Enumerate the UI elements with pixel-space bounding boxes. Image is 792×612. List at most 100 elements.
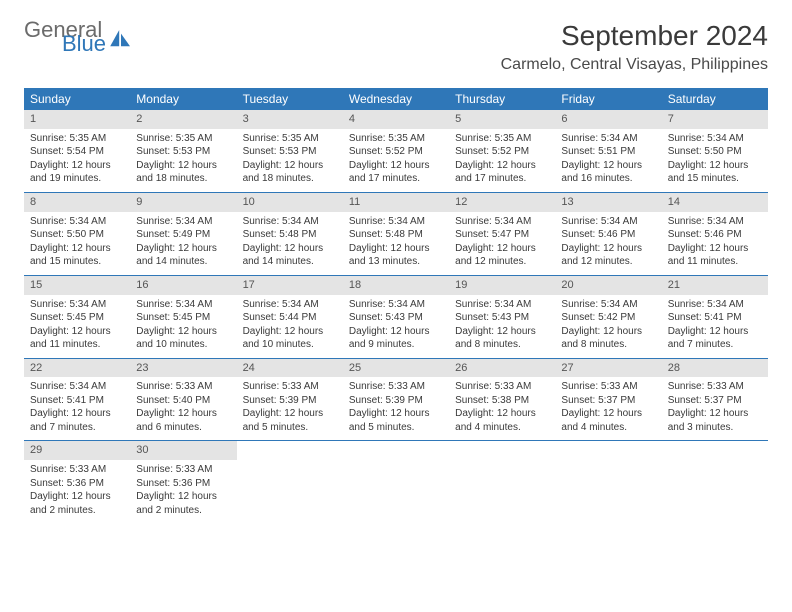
daylight-line-1: Daylight: 12 hours [243,242,337,256]
daylight-line-2: and 11 minutes. [668,255,762,269]
day-number: 13 [555,193,661,212]
day-number: 17 [237,276,343,295]
day-cell: 17Sunrise: 5:34 AMSunset: 5:44 PMDayligh… [237,276,343,358]
day-body: Sunrise: 5:34 AMSunset: 5:49 PMDaylight:… [130,212,236,275]
daylight-line-1: Daylight: 12 hours [349,407,443,421]
day-number: 16 [130,276,236,295]
daylight-line-1: Daylight: 12 hours [455,159,549,173]
daylight-line-1: Daylight: 12 hours [349,242,443,256]
daylight-line-2: and 4 minutes. [561,421,655,435]
week-row: 1Sunrise: 5:35 AMSunset: 5:54 PMDaylight… [24,110,768,193]
daylight-line-2: and 5 minutes. [349,421,443,435]
daylight-line-1: Daylight: 12 hours [30,325,124,339]
day-number: 3 [237,110,343,129]
logo: General Blue [24,20,132,54]
sunrise-text: Sunrise: 5:33 AM [668,380,762,394]
day-body: Sunrise: 5:34 AMSunset: 5:43 PMDaylight:… [449,295,555,358]
day-number: 8 [24,193,130,212]
daylight-line-1: Daylight: 12 hours [136,242,230,256]
day-number: 21 [662,276,768,295]
daylight-line-1: Daylight: 12 hours [243,407,337,421]
daylight-line-2: and 8 minutes. [561,338,655,352]
daylight-line-2: and 11 minutes. [30,338,124,352]
daylight-line-2: and 8 minutes. [455,338,549,352]
daylight-line-1: Daylight: 12 hours [668,159,762,173]
day-number: 2 [130,110,236,129]
day-cell: 14Sunrise: 5:34 AMSunset: 5:46 PMDayligh… [662,193,768,275]
day-number: 25 [343,359,449,378]
day-cell [343,441,449,523]
sunrise-text: Sunrise: 5:34 AM [30,215,124,229]
daylight-line-2: and 12 minutes. [455,255,549,269]
day-body: Sunrise: 5:33 AMSunset: 5:39 PMDaylight:… [237,377,343,440]
day-number: 20 [555,276,661,295]
month-title: September 2024 [501,20,768,52]
daylight-line-1: Daylight: 12 hours [349,325,443,339]
daylight-line-2: and 3 minutes. [668,421,762,435]
sunset-text: Sunset: 5:52 PM [349,145,443,159]
daylight-line-1: Daylight: 12 hours [561,242,655,256]
sunset-text: Sunset: 5:39 PM [349,394,443,408]
week-row: 22Sunrise: 5:34 AMSunset: 5:41 PMDayligh… [24,359,768,442]
day-cell: 23Sunrise: 5:33 AMSunset: 5:40 PMDayligh… [130,359,236,441]
day-body: Sunrise: 5:33 AMSunset: 5:36 PMDaylight:… [130,460,236,523]
day-cell [662,441,768,523]
daylight-line-1: Daylight: 12 hours [455,242,549,256]
day-number: 12 [449,193,555,212]
sunrise-text: Sunrise: 5:34 AM [561,298,655,312]
day-number: 22 [24,359,130,378]
day-body: Sunrise: 5:33 AMSunset: 5:40 PMDaylight:… [130,377,236,440]
weekday-header: Saturday [662,88,768,110]
daylight-line-1: Daylight: 12 hours [561,407,655,421]
sunset-text: Sunset: 5:39 PM [243,394,337,408]
sunrise-text: Sunrise: 5:35 AM [136,132,230,146]
sunrise-text: Sunrise: 5:34 AM [668,132,762,146]
day-number: 11 [343,193,449,212]
day-body: Sunrise: 5:34 AMSunset: 5:43 PMDaylight:… [343,295,449,358]
daylight-line-1: Daylight: 12 hours [243,325,337,339]
weekday-header: Tuesday [237,88,343,110]
sunset-text: Sunset: 5:41 PM [30,394,124,408]
day-cell: 6Sunrise: 5:34 AMSunset: 5:51 PMDaylight… [555,110,661,192]
sunrise-text: Sunrise: 5:34 AM [136,298,230,312]
day-number: 29 [24,441,130,460]
day-cell [555,441,661,523]
day-number: 4 [343,110,449,129]
day-number: 19 [449,276,555,295]
day-body: Sunrise: 5:34 AMSunset: 5:41 PMDaylight:… [24,377,130,440]
sunrise-text: Sunrise: 5:33 AM [136,463,230,477]
daylight-line-1: Daylight: 12 hours [668,407,762,421]
title-block: September 2024 Carmelo, Central Visayas,… [501,20,768,74]
day-cell: 19Sunrise: 5:34 AMSunset: 5:43 PMDayligh… [449,276,555,358]
day-body: Sunrise: 5:35 AMSunset: 5:53 PMDaylight:… [237,129,343,192]
sunset-text: Sunset: 5:52 PM [455,145,549,159]
sunrise-text: Sunrise: 5:35 AM [243,132,337,146]
day-body: Sunrise: 5:34 AMSunset: 5:46 PMDaylight:… [662,212,768,275]
day-number: 6 [555,110,661,129]
daylight-line-1: Daylight: 12 hours [668,242,762,256]
day-cell [237,441,343,523]
sunrise-text: Sunrise: 5:33 AM [561,380,655,394]
sunset-text: Sunset: 5:37 PM [561,394,655,408]
weekday-header: Monday [130,88,236,110]
day-body: Sunrise: 5:34 AMSunset: 5:48 PMDaylight:… [343,212,449,275]
day-number: 28 [662,359,768,378]
daylight-line-1: Daylight: 12 hours [349,159,443,173]
sunrise-text: Sunrise: 5:34 AM [30,298,124,312]
sunrise-text: Sunrise: 5:33 AM [455,380,549,394]
day-body: Sunrise: 5:34 AMSunset: 5:45 PMDaylight:… [24,295,130,358]
daylight-line-2: and 12 minutes. [561,255,655,269]
day-number: 10 [237,193,343,212]
day-cell: 29Sunrise: 5:33 AMSunset: 5:36 PMDayligh… [24,441,130,523]
sunrise-text: Sunrise: 5:34 AM [349,298,443,312]
daylight-line-2: and 6 minutes. [136,421,230,435]
day-cell: 9Sunrise: 5:34 AMSunset: 5:49 PMDaylight… [130,193,236,275]
sunrise-text: Sunrise: 5:35 AM [30,132,124,146]
day-body: Sunrise: 5:34 AMSunset: 5:48 PMDaylight:… [237,212,343,275]
sunset-text: Sunset: 5:43 PM [349,311,443,325]
daylight-line-1: Daylight: 12 hours [30,407,124,421]
day-number: 27 [555,359,661,378]
day-body: Sunrise: 5:34 AMSunset: 5:41 PMDaylight:… [662,295,768,358]
daylight-line-2: and 13 minutes. [349,255,443,269]
daylight-line-1: Daylight: 12 hours [455,407,549,421]
